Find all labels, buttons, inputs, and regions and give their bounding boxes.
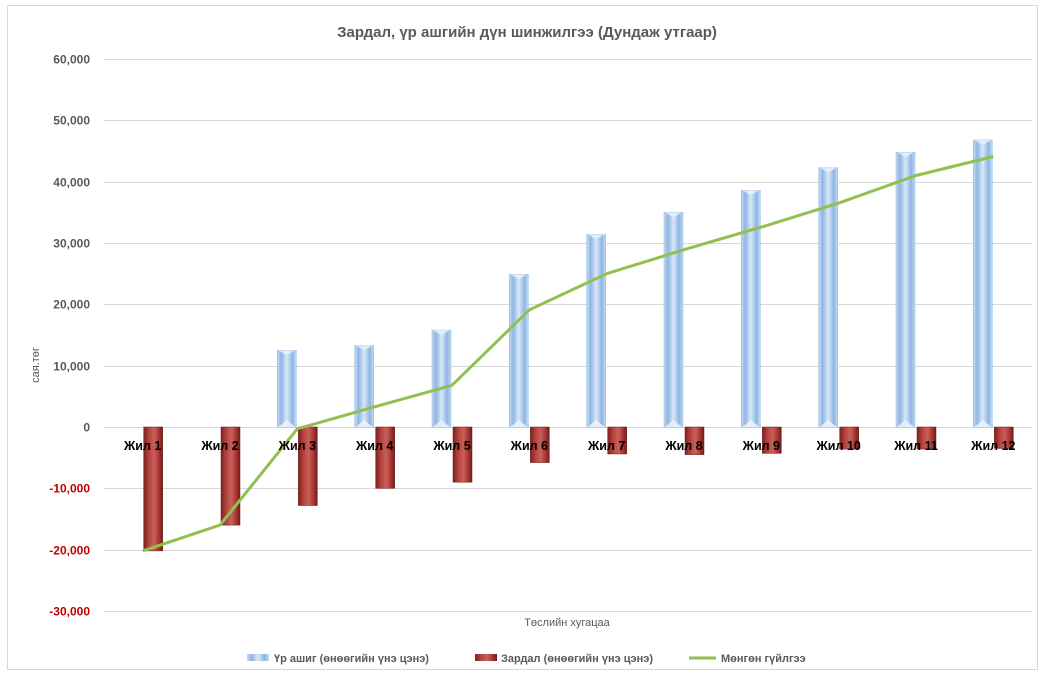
benefit-bar-top-bevel xyxy=(510,274,528,280)
benefit-bar-top-bevel xyxy=(665,212,682,218)
benefit-bar xyxy=(741,190,761,428)
x-category-label: Жил 9 xyxy=(742,439,780,453)
x-category-label: Жил 1 xyxy=(123,439,161,453)
benefit-bar xyxy=(586,234,606,428)
cost-bar xyxy=(375,426,395,489)
x-category-label: Жил 8 xyxy=(664,439,702,453)
cashflow-line-path xyxy=(142,155,994,553)
x-axis-title: Төслийн хугацаа xyxy=(524,617,610,629)
x-category-label: Жил 7 xyxy=(587,439,625,453)
y-tick-label: -20,000 xyxy=(49,544,90,558)
x-axis-categories: Жил 1 Жил 2 Жил 3 Жил 4 Жил 5 Жил 6 Жил 7 Жил 8… xyxy=(123,439,1016,453)
legend-swatch-cost xyxy=(475,654,497,661)
cost-bar xyxy=(220,426,241,526)
y-tick-label: 20,000 xyxy=(53,298,90,312)
benefit-bar-bottom-bevel xyxy=(974,420,992,427)
benefit-bar-bottom-bevel xyxy=(433,420,450,427)
benefit-bar-top-bevel xyxy=(742,190,760,196)
legend-item-cost: Зардал (өнөөгийн үнэ цэнэ) xyxy=(475,653,653,665)
benefit-bar-bottom-bevel xyxy=(510,420,528,427)
legend-item-cashflow: Мөнгөн гүйлгээ xyxy=(689,653,806,665)
legend-label-cashflow: Мөнгөн гүйлгээ xyxy=(721,653,806,665)
cost-bar xyxy=(143,426,163,552)
cost-bar xyxy=(762,426,782,454)
x-category-label: Жил 2 xyxy=(200,439,238,453)
benefit-bar xyxy=(509,274,529,428)
benefit-bar xyxy=(354,345,374,428)
legend-label-benefit: Үр ашиг (өнөөгийн үнэ цэнэ) xyxy=(274,653,429,665)
x-category-label: Жил 5 xyxy=(432,439,470,453)
cashflow-line xyxy=(142,155,994,553)
benefit-bar-bottom-bevel xyxy=(355,420,373,427)
y-tick-label: 50,000 xyxy=(53,114,90,128)
benefit-bar xyxy=(277,350,297,428)
y-tick-label: -30,000 xyxy=(49,605,90,619)
cost-bar xyxy=(684,426,705,455)
y-tick-label: 10,000 xyxy=(53,360,90,374)
y-tick-label: 30,000 xyxy=(53,237,90,251)
y-tick-label: 0 xyxy=(83,421,90,435)
bars xyxy=(143,139,1014,552)
benefit-bar-top-bevel xyxy=(974,139,992,145)
y-tick-label: 40,000 xyxy=(53,176,90,190)
cost-bar xyxy=(607,426,627,455)
legend: Үр ашиг (өнөөгийн үнэ цэнэ) Зардал (өнөө… xyxy=(247,653,806,665)
cost-bar xyxy=(839,426,859,450)
y-axis-ticks: 60,000 50,000 40,000 30,000 20,000 10,000 0 -10… xyxy=(49,53,90,619)
legend-label-cost: Зардал (өнөөгийн үнэ цэнэ) xyxy=(501,653,653,665)
cost-bar xyxy=(530,426,550,463)
y-axis-title: сая.төг xyxy=(30,347,42,383)
benefit-bar xyxy=(973,139,993,428)
cost-bar xyxy=(452,426,473,483)
benefit-bar-bottom-bevel xyxy=(278,420,296,427)
benefit-bar-top-bevel xyxy=(587,234,605,240)
x-category-label: Жил 3 xyxy=(278,439,316,453)
benefit-bar-top-bevel xyxy=(355,345,373,351)
x-category-label: Жил 12 xyxy=(970,439,1015,453)
benefit-bar-top-bevel xyxy=(278,350,296,356)
benefit-bar-bottom-bevel xyxy=(587,420,605,427)
benefit-bar xyxy=(663,212,684,428)
benefit-bar-top-bevel xyxy=(433,330,450,336)
benefit-bar xyxy=(431,329,452,428)
x-category-label: Жил 10 xyxy=(816,439,861,453)
x-category-label: Жил 11 xyxy=(893,439,938,453)
benefit-bar-bottom-bevel xyxy=(742,420,760,427)
benefit-bar-bottom-bevel xyxy=(819,420,837,427)
legend-item-benefit: Үр ашиг (өнөөгийн үнэ цэнэ) xyxy=(247,653,429,665)
benefit-bar xyxy=(895,151,916,428)
benefit-bar-bottom-bevel xyxy=(897,420,914,427)
benefit-bar-bottom-bevel xyxy=(665,420,682,427)
benefit-bar-top-bevel xyxy=(819,167,837,173)
legend-swatch-benefit xyxy=(247,654,269,661)
y-tick-label: 60,000 xyxy=(53,53,90,67)
x-category-label: Жил 6 xyxy=(510,439,548,453)
cost-bar xyxy=(994,426,1014,449)
cost-bar xyxy=(916,426,937,450)
gridlines xyxy=(104,59,1032,612)
chart-title: Зардал, үр ашгийн дүн шинжилгээ (Дундаж … xyxy=(337,24,717,41)
y-tick-label: -10,000 xyxy=(49,482,90,496)
benefit-bar-top-bevel xyxy=(897,152,914,158)
x-category-label: Жил 4 xyxy=(355,439,393,453)
